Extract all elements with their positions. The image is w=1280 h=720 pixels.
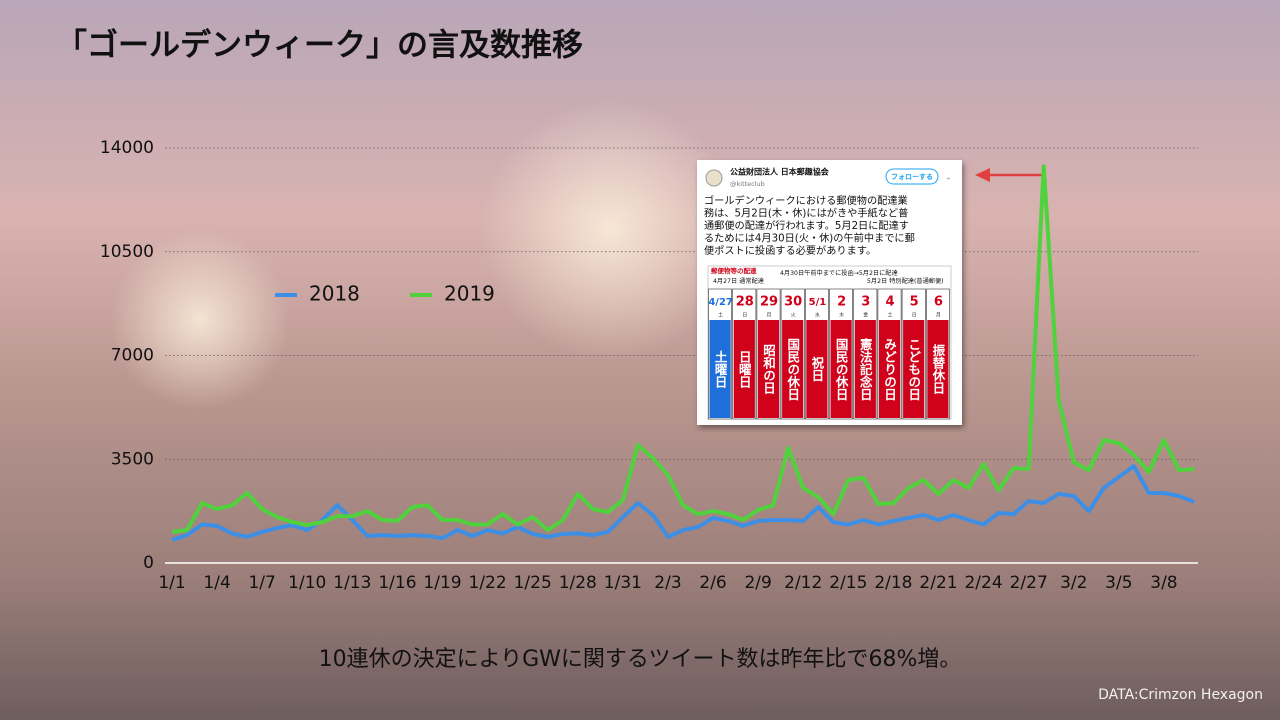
x-tick-label: 2/24	[964, 573, 1002, 593]
day-weekday: 日	[742, 313, 747, 319]
background-glow	[480, 100, 740, 360]
x-tick-label: 2/15	[829, 573, 867, 593]
day-weekday: 木	[839, 312, 844, 319]
day-label: 憲法記念日	[858, 337, 873, 401]
day-label-bg	[903, 320, 925, 418]
x-tick-label: 3/5	[1105, 573, 1132, 593]
day-label-bg	[782, 320, 804, 418]
calendar-heading: 郵便物等の配達	[711, 266, 757, 275]
x-tick-label: 1/22	[469, 573, 507, 593]
tweet-body-line: 務は、5月2日(木・休)にはがきや手紙など普	[704, 207, 908, 220]
menu-caret[interactable]: ⌄	[945, 173, 952, 182]
day-weekday: 金	[863, 312, 868, 319]
day-label-bg	[854, 320, 876, 418]
x-tick-label: 2/18	[874, 573, 912, 593]
day-label: みどりの日	[882, 338, 897, 401]
day-label: 昭和の日	[761, 344, 776, 395]
day-label-bg	[733, 320, 755, 418]
day-weekday: 月	[766, 313, 771, 319]
x-tick-label: 1/19	[423, 573, 461, 593]
x-tick-label: 1/7	[248, 573, 275, 593]
day-weekday: 日	[912, 313, 917, 319]
day-date: 4	[885, 295, 894, 310]
tweet-body-line: 通郵便の配達が行われます。5月2日に配達す	[704, 219, 909, 232]
x-tick-label: 1/16	[378, 573, 416, 593]
x-tick-label: 1/28	[559, 573, 597, 593]
y-tick-label: 0	[143, 553, 154, 573]
y-tick-label: 14000	[100, 138, 154, 158]
day-date: 4/27	[708, 297, 733, 308]
day-weekday: 水	[815, 312, 820, 319]
x-tick-label: 2/21	[919, 573, 957, 593]
y-tick-label: 3500	[111, 449, 154, 469]
background-glow	[110, 230, 290, 410]
day-label: 国民の休日	[785, 338, 800, 401]
caption: 10連休の決定によりGWに関するツイート数は昨年比で68%増。	[319, 647, 962, 672]
day-date: 2	[837, 295, 846, 310]
slide-title: 「ゴールデンウィーク」の言及数推移	[56, 28, 583, 64]
day-label-bg	[806, 320, 828, 418]
avatar	[705, 169, 723, 187]
calendar-note: 5月2日 特別配達(普通郵便)	[867, 277, 944, 285]
series-line	[171, 464, 1195, 542]
series-line	[171, 164, 1195, 534]
day-label-bg	[709, 320, 731, 418]
day-label: 振替休日	[930, 343, 945, 395]
arrow-head	[975, 168, 990, 182]
day-date: 29	[760, 295, 778, 310]
day-weekday: 火	[791, 313, 796, 319]
day-date: 5/1	[809, 297, 827, 308]
tweet-body-line: るためには4月30日(火・休)の午前中までに郵	[704, 232, 915, 245]
day-weekday: 土	[887, 312, 892, 319]
x-tick-label: 3/8	[1150, 573, 1177, 593]
x-tick-label: 2/27	[1010, 573, 1048, 593]
calendar-note: 4月27日 通常配達	[713, 277, 764, 285]
x-tick-label: 1/4	[203, 573, 230, 593]
y-tick-label: 10500	[100, 242, 154, 262]
account-name: 公益財団法人 日本郵趣協会	[730, 167, 829, 177]
x-tick-label: 2/12	[784, 573, 822, 593]
day-date: 6	[934, 295, 943, 310]
day-label: 土曜日	[713, 349, 728, 388]
legend-label: 2018	[309, 282, 360, 306]
x-tick-label: 1/10	[288, 573, 326, 593]
day-label-bg	[757, 320, 780, 418]
day-label: 祝日	[809, 356, 824, 383]
calendar-note: 4月30日午前中までに投函→5月2日に配達	[780, 269, 898, 277]
follow-button[interactable]	[885, 168, 939, 185]
source: DATA:Crimzon Hexagon	[1098, 687, 1263, 703]
legend-label: 2019	[444, 282, 495, 306]
day-label-bg	[830, 320, 852, 418]
day-weekday: 月	[936, 313, 941, 319]
day-weekday: 土	[718, 312, 723, 319]
account-handle: @kitteclub	[730, 180, 765, 188]
x-tick-label: 2/6	[699, 573, 726, 593]
tweet-body-line: 便ポストに投函する必要があります。	[704, 244, 876, 257]
x-tick-label: 1/31	[604, 573, 642, 593]
day-label: こどもの日	[906, 338, 921, 401]
day-label: 国民の休日	[834, 338, 849, 401]
day-date: 30	[784, 295, 802, 310]
day-label-bg	[878, 320, 901, 418]
day-date: 5	[910, 295, 919, 310]
tweet-body-line: ゴールデンウィークにおける郵便物の配達業	[704, 194, 908, 207]
follow-button-label[interactable]: フォローする	[891, 173, 933, 181]
x-tick-label: 1/13	[333, 573, 371, 593]
x-tick-label: 1/1	[158, 573, 185, 593]
tweet-card: 公益財団法人 日本郵趣協会 @kitteclub フォローする ⌄ 郵便物等の配…	[697, 160, 962, 425]
x-tick-label: 1/25	[514, 573, 552, 593]
x-tick-label: 2/9	[744, 573, 771, 593]
x-tick-label: 2/3	[654, 573, 681, 593]
day-label-bg	[927, 320, 949, 418]
y-tick-label: 7000	[111, 346, 154, 366]
day-label: 日曜日	[737, 350, 752, 388]
day-date: 28	[736, 295, 754, 310]
x-tick-label: 3/2	[1060, 573, 1087, 593]
day-date: 3	[861, 295, 870, 310]
